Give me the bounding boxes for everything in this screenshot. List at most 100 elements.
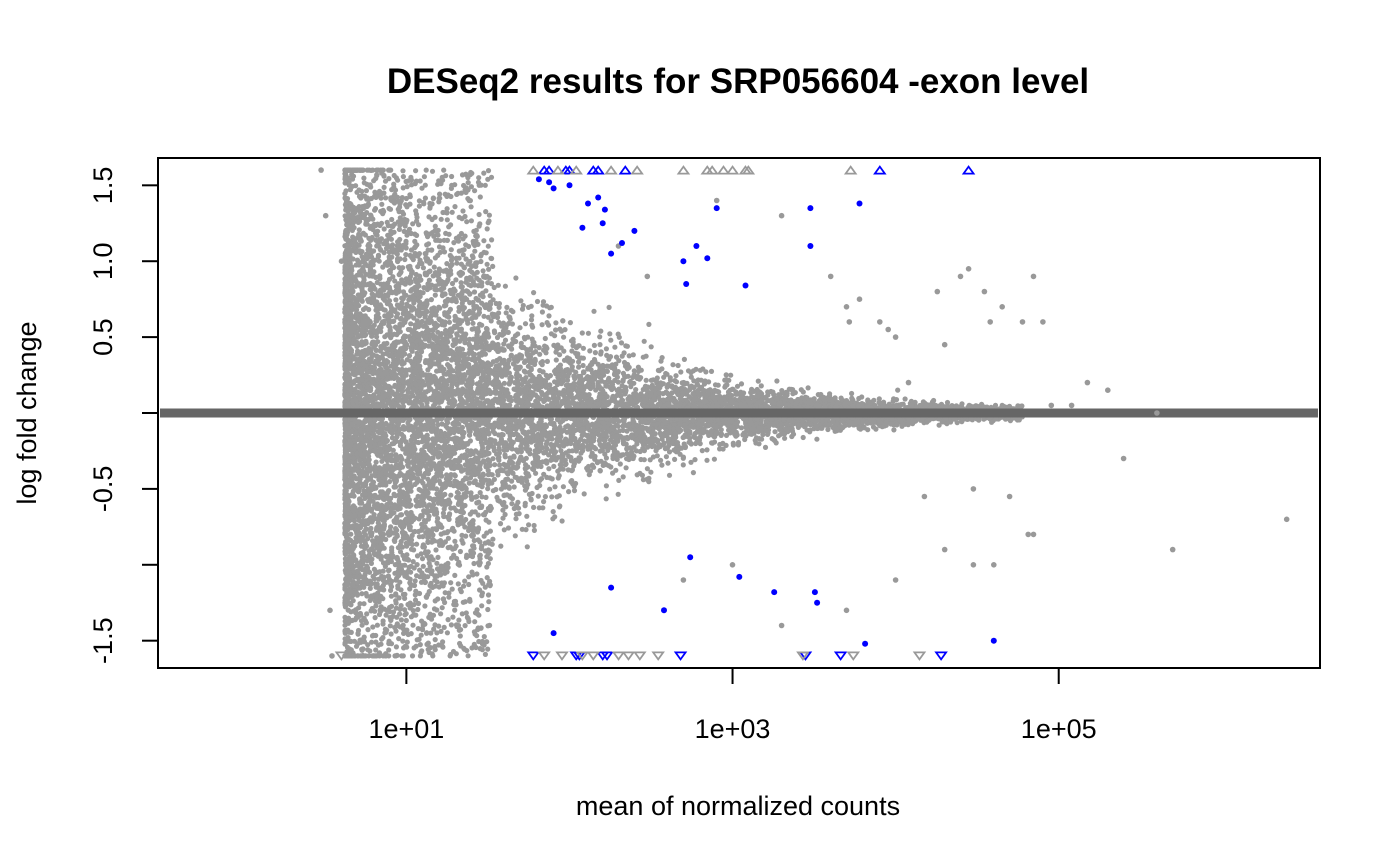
point [592, 350, 599, 356]
point [615, 491, 621, 497]
point [617, 461, 623, 467]
point [549, 494, 555, 500]
point [717, 446, 723, 452]
point [702, 380, 708, 386]
point [518, 298, 524, 304]
point [389, 216, 395, 223]
point [454, 489, 460, 495]
point [567, 320, 574, 326]
point [399, 653, 405, 659]
point [591, 356, 598, 363]
point [531, 522, 537, 529]
point [562, 327, 568, 333]
point [541, 499, 547, 505]
point [681, 356, 688, 362]
point [522, 321, 529, 327]
point [704, 447, 710, 453]
point [518, 443, 524, 449]
point [420, 480, 426, 486]
point [560, 484, 567, 490]
point [547, 486, 553, 492]
point [591, 342, 598, 348]
point [704, 457, 710, 463]
point [456, 304, 462, 311]
point [530, 339, 536, 345]
point [585, 330, 592, 336]
point [432, 286, 438, 292]
point [641, 338, 647, 344]
point [531, 527, 538, 534]
point [730, 440, 736, 446]
point [849, 390, 855, 397]
point [373, 603, 379, 609]
point [557, 352, 563, 358]
point [624, 343, 631, 349]
point [598, 328, 604, 334]
point [591, 308, 597, 314]
point [646, 321, 652, 327]
point [825, 426, 831, 433]
point [628, 384, 634, 390]
point [512, 533, 518, 539]
point [578, 436, 584, 442]
point [954, 420, 960, 426]
point [500, 432, 506, 438]
point [539, 322, 545, 328]
point [755, 378, 761, 384]
point [395, 366, 401, 372]
point [798, 387, 804, 393]
point [556, 390, 563, 396]
point [409, 653, 416, 659]
point [356, 227, 362, 233]
point [496, 432, 502, 438]
point [481, 313, 487, 319]
point [502, 283, 508, 289]
point [393, 297, 399, 303]
point [597, 342, 603, 348]
point [357, 457, 363, 463]
point [524, 544, 530, 550]
point [597, 467, 603, 474]
point [556, 473, 562, 479]
point [515, 424, 521, 430]
point [552, 514, 558, 520]
point [805, 385, 811, 391]
point [502, 454, 508, 460]
point [369, 473, 375, 479]
point [603, 496, 609, 502]
point [392, 278, 398, 284]
point [435, 554, 441, 561]
point [606, 304, 612, 310]
point [556, 493, 562, 499]
point [359, 591, 365, 597]
point [692, 457, 698, 463]
point [500, 507, 506, 513]
point [498, 400, 504, 406]
point [759, 436, 765, 442]
point [497, 521, 504, 527]
point [679, 380, 685, 386]
point [663, 454, 670, 460]
point [526, 522, 532, 528]
point [553, 327, 559, 333]
point [522, 500, 528, 506]
point [452, 538, 458, 544]
point [509, 321, 515, 327]
point [800, 434, 806, 441]
point [738, 381, 745, 387]
point [546, 313, 552, 319]
point [544, 358, 551, 364]
point [423, 167, 429, 173]
point [626, 353, 632, 359]
point [513, 275, 519, 281]
point [492, 462, 498, 468]
point [523, 455, 529, 461]
point [540, 505, 546, 511]
point [588, 442, 595, 448]
point [370, 573, 376, 580]
point [708, 368, 715, 374]
point [373, 459, 379, 465]
point [593, 446, 599, 452]
point [713, 430, 719, 437]
